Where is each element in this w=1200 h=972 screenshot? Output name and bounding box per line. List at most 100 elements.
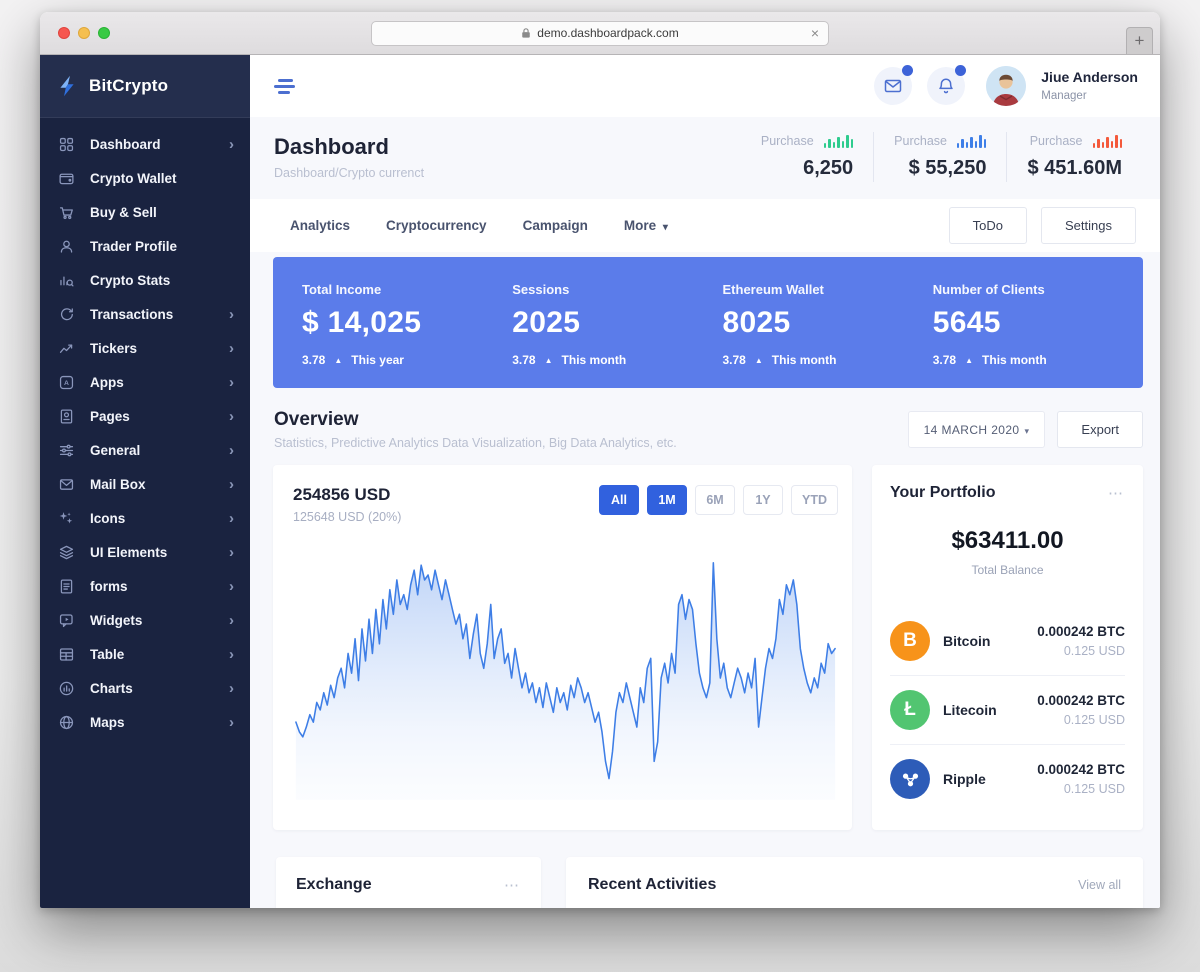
settings-button[interactable]: Settings <box>1041 207 1136 244</box>
date-range-dropdown[interactable]: 14 MARCH 2020▾ <box>908 411 1046 448</box>
delta-up-icon: ▲ <box>545 356 553 365</box>
exchange-card: Exchange ⋯ <box>276 857 541 908</box>
sidebar-item-ui-elements[interactable]: UI Elements › <box>40 535 250 569</box>
price-area-chart <box>293 540 838 802</box>
sidebar-item-maps[interactable]: Maps › <box>40 705 250 739</box>
sidebar-item-apps[interactable]: A Apps › <box>40 365 250 399</box>
close-window-button[interactable] <box>58 27 70 39</box>
sidebar: BitCrypto Dashboard › Crypto Wallet Buy … <box>40 55 250 908</box>
asset-row-ripple[interactable]: Ripple 0.000242 BTC0.125 USD <box>890 745 1125 813</box>
chevron-right-icon: › <box>229 714 234 731</box>
mini-bar-chart-icon <box>1093 134 1123 148</box>
purchase-label: Purchase <box>894 134 947 148</box>
chevron-right-icon: › <box>229 680 234 697</box>
ripple-icon <box>890 759 930 799</box>
asset-row-litecoin[interactable]: Ł Litecoin 0.000242 BTC0.125 USD <box>890 676 1125 745</box>
portfolio-menu-icon[interactable]: ⋯ <box>1108 484 1125 502</box>
menu-toggle-icon[interactable] <box>274 79 295 94</box>
clear-url-icon[interactable]: × <box>811 26 819 40</box>
purchase-stat: Purchase $ 55,250 <box>873 132 1006 182</box>
sidebar-item-mail-box[interactable]: Mail Box › <box>40 467 250 501</box>
notification-dot <box>902 65 913 76</box>
minimize-window-button[interactable] <box>78 27 90 39</box>
range-button-all[interactable]: All <box>599 485 639 515</box>
notifications-button[interactable] <box>927 67 965 105</box>
sidebar-item-label: Apps <box>90 375 124 390</box>
exchange-menu-icon[interactable]: ⋯ <box>504 876 521 894</box>
purchase-value: 6,250 <box>761 157 853 180</box>
table-icon <box>58 645 76 663</box>
refresh-icon <box>58 305 76 323</box>
sidebar-item-general[interactable]: General › <box>40 433 250 467</box>
sidebar-item-tickers[interactable]: Tickers › <box>40 331 250 365</box>
tab-cryptocurrency[interactable]: Cryptocurrency <box>386 218 487 233</box>
view-all-link[interactable]: View all <box>1078 878 1121 892</box>
overview-subtitle: Statistics, Predictive Analytics Data Vi… <box>274 436 677 450</box>
sidebar-item-widgets[interactable]: Widgets › <box>40 603 250 637</box>
address-bar[interactable]: demo.dashboardpack.com × <box>371 21 829 46</box>
sidebar-item-crypto-wallet[interactable]: Crypto Wallet <box>40 161 250 195</box>
browser-window: demo.dashboardpack.com × + BitCrypto Das… <box>40 12 1160 908</box>
page-icon <box>58 407 76 425</box>
todo-button[interactable]: ToDo <box>949 207 1027 244</box>
sidebar-item-table[interactable]: Table › <box>40 637 250 671</box>
price-chart-card: 254856 USD 125648 USD (20%) All 1M 6M 1Y… <box>273 465 852 830</box>
sidebar-item-charts[interactable]: Charts › <box>40 671 250 705</box>
mini-bar-chart-icon <box>957 134 987 148</box>
sidebar-item-label: Crypto Stats <box>90 273 170 288</box>
chevron-right-icon: › <box>229 442 234 459</box>
sidebar-item-dashboard[interactable]: Dashboard › <box>40 127 250 161</box>
zoom-window-button[interactable] <box>98 27 110 39</box>
user-menu[interactable]: Jiue Anderson Manager <box>1041 69 1138 103</box>
brand-name: BitCrypto <box>89 76 168 96</box>
envelope-icon <box>58 475 76 493</box>
sidebar-item-label: Trader Profile <box>90 239 177 254</box>
sidebar-item-pages[interactable]: Pages › <box>40 399 250 433</box>
sidebar-item-transactions[interactable]: Transactions › <box>40 297 250 331</box>
sidebar-item-label: Pages <box>90 409 130 424</box>
chart-value: 254856 USD <box>293 485 401 505</box>
url-text: demo.dashboardpack.com <box>537 26 678 40</box>
export-button[interactable]: Export <box>1057 411 1143 448</box>
sliders-icon <box>58 441 76 459</box>
sidebar-item-label: Dashboard <box>90 137 161 152</box>
portfolio-card: Your Portfolio ⋯ $63411.00 Total Balance… <box>872 465 1143 830</box>
tab-bar: Analytics Cryptocurrency Campaign More ▾… <box>250 199 1160 252</box>
main-content: Jiue Anderson Manager Dashboard Dashboar… <box>250 55 1160 908</box>
new-tab-button[interactable]: + <box>1126 27 1153 54</box>
chevron-right-icon: › <box>229 510 234 527</box>
widget-icon <box>58 611 76 629</box>
range-button-6m[interactable]: 6M <box>695 485 735 515</box>
page-title: Dashboard <box>274 134 424 160</box>
brand[interactable]: BitCrypto <box>40 55 250 118</box>
range-button-1y[interactable]: 1Y <box>743 485 783 515</box>
range-selector: All 1M 6M 1Y YTD <box>599 485 838 515</box>
purchase-value: $ 55,250 <box>894 157 986 180</box>
window-controls <box>58 27 110 39</box>
sidebar-item-buy-sell[interactable]: Buy & Sell <box>40 195 250 229</box>
sidebar-item-crypto-stats[interactable]: Crypto Stats <box>40 263 250 297</box>
avatar[interactable] <box>986 66 1026 106</box>
sidebar-item-icons[interactable]: Icons › <box>40 501 250 535</box>
range-button-ytd[interactable]: YTD <box>791 485 838 515</box>
messages-button[interactable] <box>874 67 912 105</box>
svg-text:A: A <box>64 380 69 387</box>
chevron-right-icon: › <box>229 544 234 561</box>
user-role: Manager <box>1041 89 1138 103</box>
sidebar-item-label: Icons <box>90 511 125 526</box>
recent-activities-title: Recent Activities <box>588 876 716 894</box>
tab-analytics[interactable]: Analytics <box>290 218 350 233</box>
sidebar-nav: Dashboard › Crypto Wallet Buy & Sell Tra… <box>40 118 250 739</box>
tab-more[interactable]: More ▾ <box>624 218 668 233</box>
lock-icon <box>521 27 531 39</box>
asset-row-bitcoin[interactable]: B Bitcoin 0.000242 BTC0.125 USD <box>890 607 1125 676</box>
sidebar-item-label: General <box>90 443 140 458</box>
purchase-label: Purchase <box>1030 134 1083 148</box>
user-icon <box>58 237 76 255</box>
chevron-right-icon: › <box>229 408 234 425</box>
tab-campaign[interactable]: Campaign <box>523 218 588 233</box>
sidebar-item-forms[interactable]: forms › <box>40 569 250 603</box>
range-button-1m[interactable]: 1M <box>647 485 687 515</box>
mini-bar-chart-icon <box>824 134 854 148</box>
sidebar-item-trader-profile[interactable]: Trader Profile <box>40 229 250 263</box>
